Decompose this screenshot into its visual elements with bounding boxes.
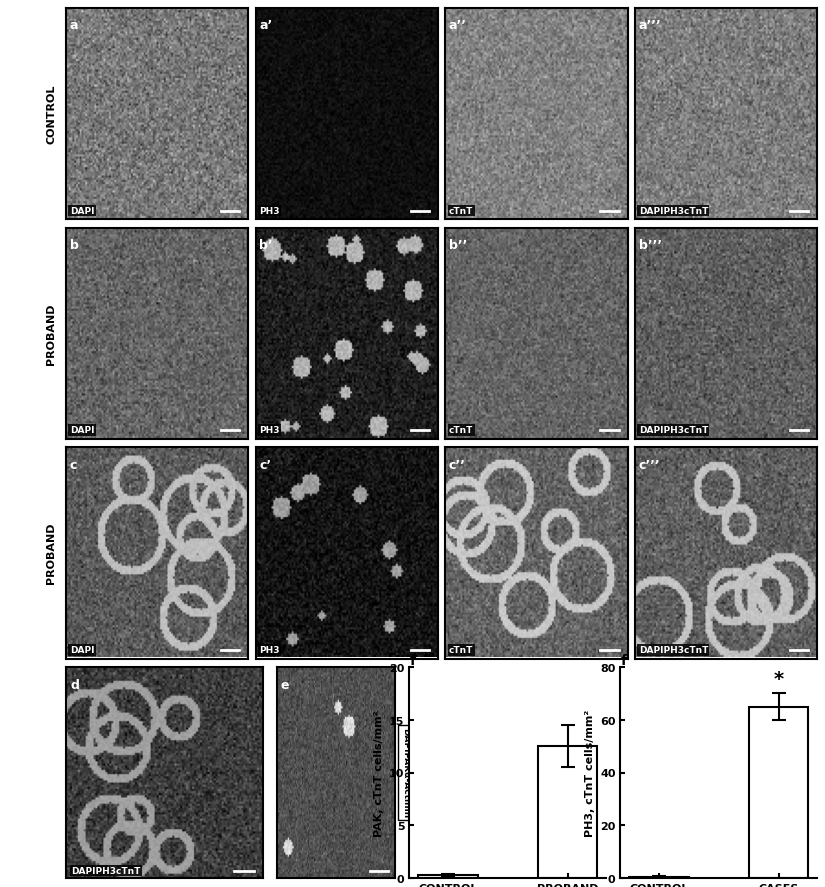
- Text: a’’’: a’’’: [639, 20, 661, 33]
- Bar: [748, 707, 808, 878]
- Text: c’: c’: [259, 459, 271, 471]
- Text: DAPI: DAPI: [69, 426, 94, 435]
- Text: a’: a’: [259, 20, 272, 33]
- Text: PH3: PH3: [259, 207, 280, 216]
- Text: PH3: PH3: [259, 426, 280, 435]
- Text: cTnT: cTnT: [449, 426, 473, 435]
- Text: f: f: [409, 653, 415, 667]
- Text: DAPIPH3cTnT: DAPIPH3cTnT: [639, 426, 708, 435]
- Text: PROBAND: PROBAND: [46, 303, 56, 365]
- Text: *: *: [773, 670, 783, 688]
- Text: DAPIPH3cTnT: DAPIPH3cTnT: [71, 866, 140, 875]
- Text: DAPI: DAPI: [69, 207, 94, 216]
- Text: cTnT: cTnT: [449, 646, 473, 655]
- Text: a: a: [69, 20, 78, 33]
- Text: DAPIPH3cTnT: DAPIPH3cTnT: [639, 646, 708, 655]
- Text: PROBAND: PROBAND: [46, 522, 56, 584]
- Text: b’’’: b’’’: [639, 239, 662, 252]
- Bar: [629, 877, 689, 878]
- Text: DAPI: DAPI: [69, 646, 94, 655]
- Text: c’’’: c’’’: [639, 459, 660, 471]
- Text: e: e: [280, 679, 289, 692]
- Text: PH3: PH3: [259, 646, 280, 655]
- Text: c’’: c’’: [449, 459, 465, 471]
- Text: a’’: a’’: [449, 20, 467, 33]
- Bar: [418, 875, 478, 878]
- Text: CONTROL: CONTROL: [46, 84, 56, 144]
- Bar: [537, 746, 597, 878]
- Y-axis label: PAK, cTnT cells/mm²: PAK, cTnT cells/mm²: [374, 710, 384, 836]
- Text: c: c: [69, 459, 77, 471]
- Text: b’: b’: [259, 239, 273, 252]
- Y-axis label: PH3, cTnT cells/mm²: PH3, cTnT cells/mm²: [584, 709, 594, 836]
- Text: cTnT: cTnT: [449, 207, 473, 216]
- Text: DAPIPAKα-Actinin: DAPIPAKα-Actinin: [401, 727, 410, 818]
- Text: d: d: [71, 679, 80, 692]
- Text: DAPIPH3cTnT: DAPIPH3cTnT: [639, 207, 708, 216]
- Text: b’’: b’’: [449, 239, 467, 252]
- Text: b: b: [69, 239, 78, 252]
- Text: f: f: [620, 653, 626, 667]
